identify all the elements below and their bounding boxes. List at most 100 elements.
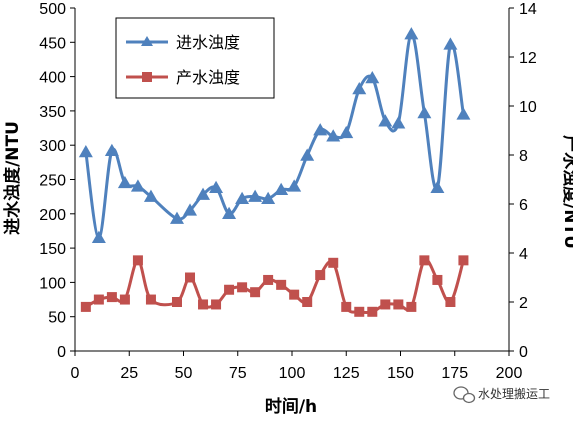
data-point-triangle — [352, 81, 367, 95]
data-point-triangle — [365, 70, 380, 84]
data-point-triangle — [248, 189, 263, 202]
data-point-triangle — [391, 116, 406, 129]
x-tick-label: 200 — [496, 365, 523, 382]
legend-label-product: 产水浊度 — [176, 68, 240, 87]
legend-triangle-marker — [141, 36, 153, 46]
data-point-square — [367, 306, 378, 317]
series-influent-turbidity — [78, 27, 471, 244]
data-point-square — [276, 279, 287, 290]
y-left-tick-label: 200 — [39, 207, 66, 224]
data-point-triangle — [209, 180, 224, 193]
data-point-triangle — [143, 189, 158, 202]
watermark: 水处理搬运工 — [453, 386, 550, 404]
data-point-triangle — [300, 148, 315, 161]
data-point-square — [432, 274, 443, 285]
series-product-turbidity — [80, 255, 469, 317]
data-point-square — [406, 301, 417, 312]
data-point-square — [185, 272, 196, 283]
data-point-triangle — [78, 145, 93, 158]
data-point-square — [289, 289, 300, 300]
data-point-square — [80, 301, 91, 312]
wechat-icon — [453, 386, 476, 404]
data-point-square — [328, 257, 339, 268]
y-left-tick-label: 50 — [48, 310, 66, 327]
data-point-square — [263, 274, 274, 285]
y-right-tick-label: 8 — [519, 148, 528, 165]
data-point-triangle — [339, 125, 354, 139]
series-layer — [78, 27, 471, 317]
data-point-square — [93, 294, 104, 305]
data-point-square — [250, 287, 261, 298]
ticks: 0 25 50 75 100 125 150 175 200050100150200250300… — [39, 1, 537, 382]
y-left-tick-label: 500 — [39, 1, 66, 18]
data-point-triangle — [456, 107, 471, 120]
data-point-square — [341, 301, 352, 312]
legend-box — [115, 17, 275, 99]
watermark-text: 水处理搬运工 — [478, 386, 550, 401]
y-left-tick-label: 250 — [39, 173, 66, 190]
data-point-square — [237, 282, 248, 293]
x-tick-label: 175 — [441, 365, 468, 382]
x-tick-label: 125 — [333, 365, 360, 382]
y-left-tick-label: 400 — [39, 70, 66, 87]
data-point-square — [393, 299, 404, 310]
right-y-axis-title: 产水浊度/NTU — [560, 135, 573, 249]
y-right-tick-label: 4 — [519, 246, 528, 263]
left-y-axis-title: 进水浊度/NTU — [2, 121, 23, 235]
data-point-square — [445, 297, 456, 307]
data-point-triangle — [222, 206, 237, 220]
data-point-square — [106, 292, 117, 303]
data-point-square — [119, 294, 130, 305]
x-axis-title: 时间/h — [265, 396, 317, 417]
data-point-square — [198, 299, 209, 310]
data-point-square — [224, 284, 235, 295]
x-tick-label: 50 — [175, 365, 193, 382]
data-point-square — [458, 255, 469, 266]
data-point-square — [145, 294, 156, 305]
data-point-square — [171, 297, 182, 307]
data-point-square — [380, 299, 391, 310]
y-right-tick-label: 0 — [519, 344, 528, 361]
x-tick-label: 0 — [71, 365, 80, 382]
y-right-tick-label: 6 — [519, 197, 528, 214]
data-point-triangle — [235, 191, 250, 204]
data-point-square — [302, 297, 313, 307]
y-left-tick-label: 150 — [39, 241, 66, 258]
y-left-tick-label: 350 — [39, 104, 66, 121]
x-tick-label: 25 — [120, 365, 138, 382]
data-point-triangle — [169, 211, 184, 224]
x-tick-label: 100 — [279, 365, 306, 382]
y-left-tick-label: 450 — [39, 35, 66, 52]
legend-label-influent: 进水浊度 — [176, 33, 240, 52]
data-point-square — [211, 299, 222, 310]
data-point-square — [354, 306, 365, 317]
data-point-triangle — [91, 230, 106, 244]
y-left-tick-label: 100 — [39, 275, 66, 292]
data-point-square — [132, 255, 143, 266]
data-point-triangle — [274, 182, 289, 196]
data-point-triangle — [404, 27, 419, 40]
y-left-tick-label: 0 — [57, 344, 66, 361]
data-point-square — [315, 270, 326, 281]
data-point-triangle — [117, 175, 132, 189]
data-point-triangle — [443, 37, 458, 50]
legend-square-marker — [142, 72, 152, 82]
data-point-triangle — [130, 179, 145, 192]
data-point-triangle — [261, 191, 276, 204]
legend: 进水浊度 产水浊度 — [115, 17, 275, 99]
data-point-square — [419, 255, 430, 266]
data-point-triangle — [326, 129, 341, 142]
data-point-triangle — [378, 114, 393, 127]
data-point-triangle — [104, 143, 119, 156]
y-left-tick-label: 300 — [39, 138, 66, 155]
y-right-tick-label: 12 — [519, 50, 537, 67]
data-point-triangle — [430, 180, 445, 193]
x-tick-label: 75 — [229, 365, 247, 382]
y-right-tick-label: 2 — [519, 295, 528, 312]
x-tick-label: 150 — [387, 365, 414, 382]
y-right-tick-label: 14 — [519, 1, 537, 18]
data-point-triangle — [417, 105, 432, 119]
y-right-tick-label: 10 — [519, 99, 537, 116]
data-point-triangle — [196, 187, 211, 200]
